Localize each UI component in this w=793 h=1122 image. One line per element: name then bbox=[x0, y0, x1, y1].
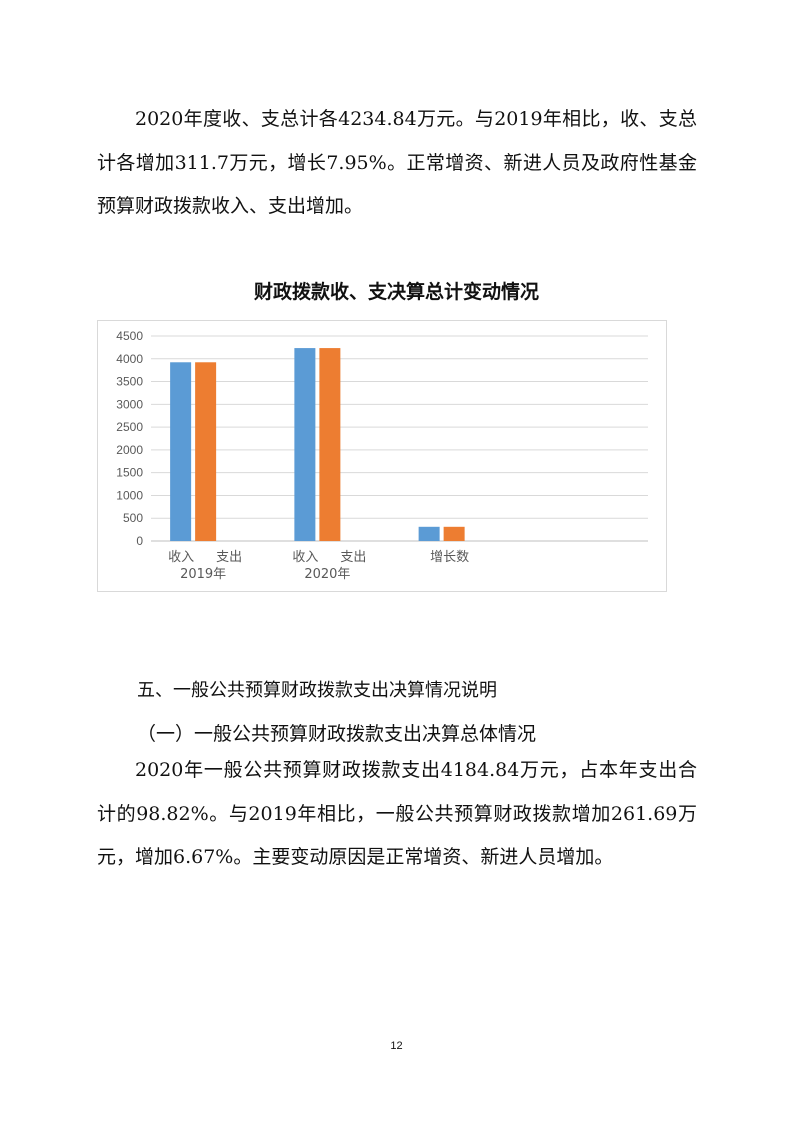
x-sub-label: 支出 bbox=[340, 550, 366, 565]
paragraph-text: 2020年一般公共预算财政拨款支出4184.84万元，占本年支出合计的98.82… bbox=[97, 759, 697, 868]
y-tick-label: 2500 bbox=[116, 420, 143, 434]
y-tick-label: 1500 bbox=[116, 466, 143, 480]
paragraph-summary: 2020年度收、支总计各4234.84万元。与2019年相比，收、支总计各增加3… bbox=[97, 98, 697, 229]
subheading: （一）一般公共预算财政拨款支出决算总体情况 bbox=[137, 723, 537, 745]
y-tick-label: 1000 bbox=[116, 488, 143, 502]
y-tick-label: 3500 bbox=[116, 375, 143, 389]
page-number: 12 bbox=[390, 1040, 403, 1052]
y-tick-label: 3000 bbox=[116, 397, 143, 411]
bar bbox=[195, 362, 217, 541]
x-group-label: 2020年 bbox=[304, 567, 350, 582]
paragraph-text: 2020年度收、支总计各4234.84万元。与2019年相比，收、支总计各增加3… bbox=[97, 108, 697, 217]
chart-container: 0 500 1000 1500 2000 2500 3000 3500 4000 4500 收入 支出… bbox=[97, 320, 667, 592]
y-tick-label: 4000 bbox=[116, 352, 143, 366]
section-heading: 五、一般公共预算财政拨款支出决算情况说明 bbox=[137, 680, 497, 701]
x-sub-label: 收入 bbox=[168, 550, 194, 565]
bar-chart: 0 500 1000 1500 2000 2500 3000 3500 4000 4500 收入 支出… bbox=[116, 329, 648, 582]
bar bbox=[443, 526, 465, 541]
paragraph-expenditure: 2020年一般公共预算财政拨款支出4184.84万元，占本年支出合计的98.82… bbox=[97, 749, 697, 880]
y-tick-label: 500 bbox=[123, 511, 143, 525]
x-sub-label: 收入 bbox=[292, 550, 318, 565]
y-tick-label: 4500 bbox=[116, 329, 143, 343]
bar bbox=[170, 362, 192, 541]
x-sub-label: 支出 bbox=[216, 550, 242, 565]
x-group-label: 2019年 bbox=[180, 567, 226, 582]
bar bbox=[294, 348, 316, 541]
bar bbox=[319, 348, 341, 541]
bar bbox=[418, 526, 440, 541]
x-category-label: 增长数 bbox=[430, 550, 469, 565]
y-tick-label: 0 bbox=[136, 534, 143, 548]
y-tick-label: 2000 bbox=[116, 443, 143, 457]
chart-title: 财政拨款收、支决算总计变动情况 bbox=[253, 281, 539, 303]
